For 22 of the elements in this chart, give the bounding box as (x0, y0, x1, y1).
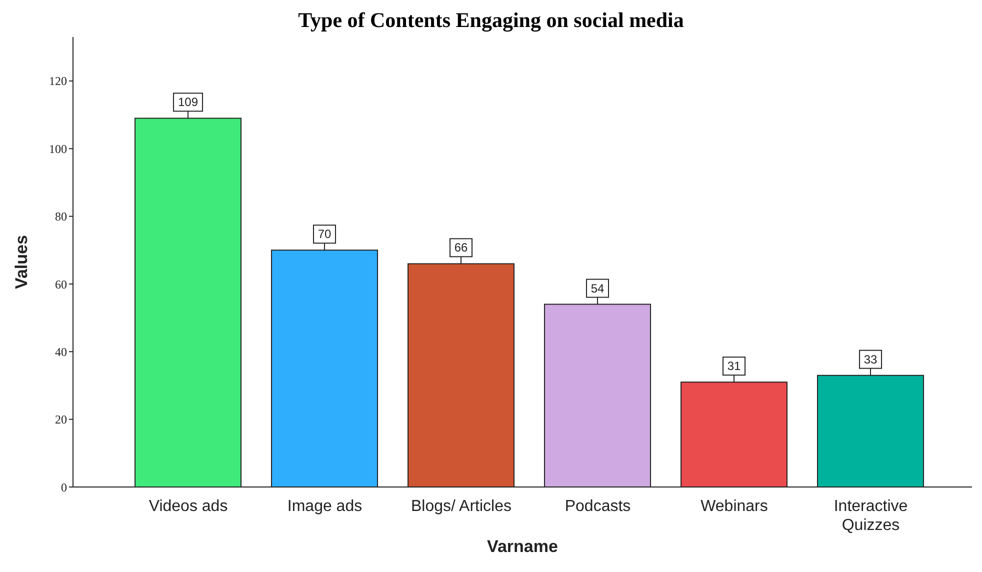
y-tick-label: 100 (49, 142, 67, 156)
data-label: 33 (864, 352, 878, 366)
x-tick-label: Interactive Quizzes (834, 498, 908, 534)
data-label: 70 (318, 227, 332, 242)
x-tick-label: Blogs/ Articles (411, 498, 512, 515)
data-label: 54 (590, 281, 605, 296)
x-tick-label: Image ads (287, 498, 362, 515)
y-tick-label: 0 (61, 480, 67, 494)
y-tick-label: 80 (55, 210, 67, 224)
x-tick-label: Webinars (700, 498, 768, 515)
y-tick-label: 40 (55, 344, 67, 359)
x-tick-label: Videos ads (148, 498, 228, 515)
x-tick-label: Podcasts (564, 498, 631, 515)
y-axis-title: Values (12, 235, 32, 289)
x-axis-title: Varname (487, 537, 558, 556)
y-tick-label: 60 (55, 277, 67, 292)
data-label: 109 (178, 95, 198, 110)
chart-title: Type of Contents Engaging on social media (297, 8, 685, 33)
data-label: 66 (454, 240, 468, 255)
y-tick-label: 120 (49, 74, 67, 88)
y-tick-label: 20 (55, 412, 67, 427)
data-label: 31 (727, 359, 742, 374)
